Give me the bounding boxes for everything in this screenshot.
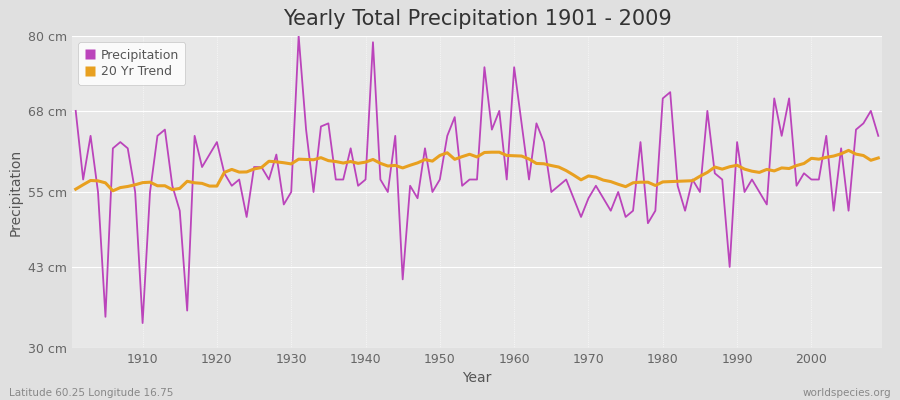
Legend: Precipitation, 20 Yr Trend: Precipitation, 20 Yr Trend [78, 42, 185, 84]
Y-axis label: Precipitation: Precipitation [8, 148, 22, 236]
X-axis label: Year: Year [463, 372, 491, 386]
Title: Yearly Total Precipitation 1901 - 2009: Yearly Total Precipitation 1901 - 2009 [283, 9, 671, 29]
Text: Latitude 60.25 Longitude 16.75: Latitude 60.25 Longitude 16.75 [9, 388, 174, 398]
Text: worldspecies.org: worldspecies.org [803, 388, 891, 398]
